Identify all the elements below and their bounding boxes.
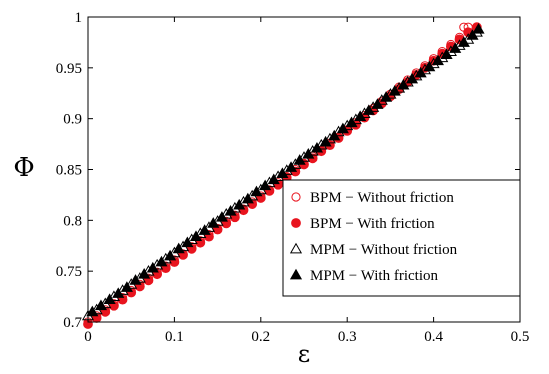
data-point-series-4 bbox=[431, 54, 444, 66]
legend-marker-4 bbox=[289, 268, 303, 280]
legend-label-3: MPM − Without friction bbox=[310, 242, 458, 258]
data-point-series-4 bbox=[388, 85, 401, 96]
data-point-series-4 bbox=[423, 60, 436, 72]
x-tick-label: 0.3 bbox=[338, 329, 357, 345]
data-point-series-4 bbox=[146, 261, 159, 273]
data-point-series-4 bbox=[138, 268, 151, 279]
data-point-series-4 bbox=[215, 211, 228, 222]
data-point-series-4 bbox=[250, 185, 263, 197]
data-point-series-4 bbox=[354, 110, 367, 122]
data-point-series-4 bbox=[129, 274, 142, 285]
legend-marker-1 bbox=[291, 192, 301, 202]
y-tick-label: 0.9 bbox=[63, 112, 82, 128]
axis-ticks: 0 0.1 0.2 0.3 0.4 0.5 0.7 0.75 0.8 0.85 0.9 0.95 1 bbox=[56, 10, 530, 345]
y-tick-label: 0.8 bbox=[63, 213, 82, 229]
y-tick-label: 0.95 bbox=[56, 61, 82, 77]
data-point-series-4 bbox=[267, 173, 280, 185]
x-tick-label: 0.2 bbox=[251, 329, 270, 345]
data-point-series-4 bbox=[276, 167, 289, 178]
y-tick-label: 0.7 bbox=[63, 315, 82, 331]
data-point-series-4 bbox=[94, 299, 108, 311]
data-point-series-4 bbox=[259, 179, 272, 191]
data-point-series-4 bbox=[466, 29, 479, 40]
y-tick-label: 0.75 bbox=[56, 264, 82, 280]
data-point-series-4 bbox=[155, 255, 168, 267]
data-point-series-4 bbox=[380, 91, 393, 102]
legend-marker-3 bbox=[289, 242, 303, 254]
x-tick-label: 0.4 bbox=[424, 329, 443, 345]
y-axis-label: Φ bbox=[13, 153, 34, 183]
data-point-series-4 bbox=[319, 135, 332, 147]
data-point-series-4 bbox=[233, 198, 246, 210]
data-point-series-4 bbox=[172, 242, 185, 254]
legend-label-1: BPM − Without friction bbox=[310, 190, 454, 206]
legend-marker-2 bbox=[291, 218, 301, 228]
data-point-series-4 bbox=[310, 141, 324, 153]
data-point-series-4 bbox=[414, 66, 427, 78]
data-point-series-4 bbox=[405, 72, 419, 84]
data-point-series-4 bbox=[371, 98, 384, 109]
data-point-series-4 bbox=[345, 116, 358, 128]
data-point-series-4 bbox=[440, 48, 453, 60]
data-point-series-4 bbox=[103, 293, 116, 305]
y-tick-label: 0.85 bbox=[56, 163, 82, 179]
x-tick-label: 0 bbox=[84, 329, 92, 345]
data-point-series-4 bbox=[224, 204, 237, 216]
data-point-series-4 bbox=[457, 36, 470, 47]
data-point-series-4 bbox=[362, 104, 375, 115]
chart-markers bbox=[81, 22, 485, 329]
data-point-series-4 bbox=[86, 305, 99, 317]
data-point-series-4 bbox=[328, 129, 341, 141]
data-point-series-4 bbox=[112, 287, 125, 298]
legend-label-2: BPM − With friction bbox=[310, 216, 435, 232]
legend: BPM − Without friction BPM − With frictio… bbox=[282, 179, 521, 297]
data-point-series-4 bbox=[302, 148, 315, 159]
data-point-series-4 bbox=[336, 122, 349, 134]
data-point-series-4 bbox=[181, 236, 194, 248]
legend-box bbox=[282, 179, 521, 297]
x-axis-label: ε bbox=[298, 340, 310, 368]
data-point-series-4 bbox=[120, 281, 133, 292]
data-point-series-4 bbox=[472, 22, 485, 34]
x-tick-label: 0.1 bbox=[165, 329, 184, 345]
data-point-series-4 bbox=[207, 217, 220, 228]
x-tick-label: 0.5 bbox=[511, 329, 530, 345]
legend-label-4: MPM − With friction bbox=[310, 268, 438, 284]
data-point-series-4 bbox=[189, 230, 203, 241]
data-point-series-4 bbox=[397, 78, 410, 90]
data-point-series-4 bbox=[284, 161, 298, 172]
y-tick-label: 1 bbox=[75, 10, 83, 26]
data-point-series-4 bbox=[164, 249, 177, 261]
data-point-series-4 bbox=[293, 154, 306, 165]
data-point-series-4 bbox=[198, 224, 211, 235]
data-point-series-4 bbox=[449, 42, 462, 53]
data-point-series-4 bbox=[241, 192, 254, 204]
